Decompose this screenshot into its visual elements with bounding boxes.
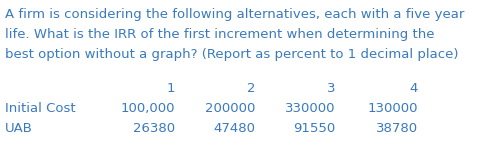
Text: Initial Cost: Initial Cost xyxy=(5,102,76,115)
Text: 47480: 47480 xyxy=(213,122,255,135)
Text: 4: 4 xyxy=(410,82,418,95)
Text: 91550: 91550 xyxy=(293,122,335,135)
Text: 330000: 330000 xyxy=(284,102,335,115)
Text: UAB: UAB xyxy=(5,122,33,135)
Text: 26380: 26380 xyxy=(133,122,175,135)
Text: 100,000: 100,000 xyxy=(121,102,175,115)
Text: best option without a graph? (Report as percent to 1 decimal place): best option without a graph? (Report as … xyxy=(5,48,458,61)
Text: life. What is the IRR of the first increment when determining the: life. What is the IRR of the first incre… xyxy=(5,28,434,41)
Text: 200000: 200000 xyxy=(205,102,255,115)
Text: 1: 1 xyxy=(167,82,175,95)
Text: 2: 2 xyxy=(246,82,255,95)
Text: 38780: 38780 xyxy=(376,122,418,135)
Text: 3: 3 xyxy=(327,82,335,95)
Text: A firm is considering the following alternatives, each with a five year: A firm is considering the following alte… xyxy=(5,8,465,21)
Text: 130000: 130000 xyxy=(367,102,418,115)
